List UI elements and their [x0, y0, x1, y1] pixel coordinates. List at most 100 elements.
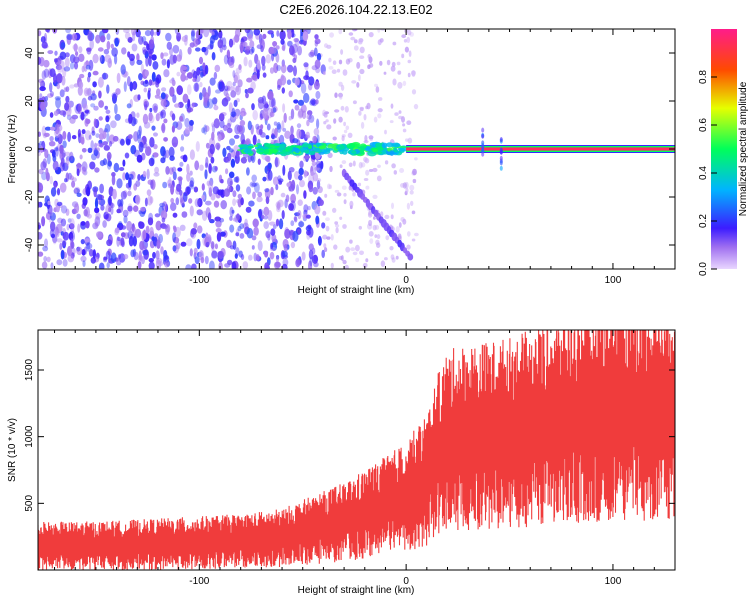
- spectrogram-cell: [294, 104, 300, 111]
- spectrogram-cell: [254, 53, 259, 64]
- spectrogram-cell: [313, 47, 318, 57]
- spectrogram-cell: [204, 64, 209, 75]
- spectrogram-cell: [49, 212, 56, 221]
- spectrogram-cell: [186, 238, 193, 247]
- spectrogram-cell: [261, 55, 266, 66]
- spectrogram-cell: [300, 82, 307, 94]
- spectrogram-cell: [194, 198, 200, 208]
- spectrogram-cell: [41, 216, 46, 227]
- spectrogram-cell: [49, 82, 53, 93]
- spectrogram-cell: [270, 186, 274, 196]
- spectrogram-cell: [330, 234, 334, 241]
- spectrogram-cell: [139, 240, 145, 251]
- spectrogram-cell: [404, 181, 409, 189]
- spectrogram-cell: [360, 162, 366, 168]
- spectrogram-cell: [112, 93, 117, 104]
- spectrogram-cell: [175, 121, 183, 130]
- spectrogram-cell: [39, 86, 46, 92]
- spectrogram-cell: [211, 31, 215, 36]
- spectrogram-cell: [338, 116, 343, 123]
- spectrogram-cell: [157, 261, 164, 267]
- spectrogram-cell: [400, 217, 405, 222]
- spectrogram-cell: [408, 50, 412, 57]
- spectrogram-cell: [271, 134, 276, 140]
- spectrogram-cell: [137, 134, 142, 144]
- spectrogram-cell: [362, 262, 368, 268]
- spectrogram-cell: [248, 59, 253, 68]
- spectrogram-cell: [147, 90, 151, 100]
- spectrogram-cell: [374, 83, 378, 88]
- spectrogram-cell: [149, 137, 155, 148]
- spectrogram-cell: [104, 105, 108, 110]
- spectrogram-cell: [98, 127, 104, 134]
- spectrogram-cell: [396, 61, 401, 66]
- spectrogram-cell: [44, 95, 49, 102]
- spectrogram-cell: [322, 210, 327, 216]
- spectrogram-cell: [172, 245, 177, 252]
- spectrogram-cell: [50, 91, 54, 97]
- spectrogram-cell: [413, 103, 419, 110]
- spectrogram-cell: [252, 72, 258, 82]
- spectrogram-cell: [412, 178, 417, 184]
- spectrogram-cell: [351, 80, 357, 84]
- spectrogram-cell: [377, 164, 381, 168]
- spectrogram-cell: [101, 72, 109, 80]
- spectrogram-cell: [308, 76, 315, 86]
- spectrogram-cell: [352, 160, 356, 167]
- spectrogram-cell: [164, 261, 170, 268]
- spectrogram-cell: [210, 193, 216, 201]
- spectrogram-cell: [40, 161, 47, 171]
- spectrogram-cell: [339, 164, 343, 168]
- spectrogram-cell: [153, 132, 158, 137]
- spectrogram-cell: [39, 93, 43, 100]
- spectrogram-cell: [137, 94, 141, 101]
- spectrogram-cell: [317, 235, 322, 246]
- spectrogram-cell: [499, 160, 503, 166]
- spectrogram-cell: [282, 127, 287, 132]
- spectrogram-cell: [85, 109, 91, 115]
- spectrogram-cell: [398, 110, 402, 114]
- spectrogram-cell: [329, 165, 333, 173]
- spectrogram-cell: [71, 180, 76, 188]
- spectrogram-cell: [225, 93, 230, 99]
- spectrogram-cell: [238, 64, 242, 71]
- spectrogram-cell: [294, 171, 300, 180]
- spectrogram-cell: [209, 77, 216, 86]
- spectrogram-cell: [60, 218, 67, 227]
- spectrogram-cell: [47, 50, 54, 55]
- spectrogram-cell: [299, 31, 304, 43]
- spectrogram-cell: [333, 118, 337, 124]
- spectrogram-cell: [402, 128, 407, 133]
- spectrogram-cell: [56, 83, 61, 90]
- spectrogram-cell: [208, 187, 212, 197]
- spectrogram-cell: [147, 195, 153, 206]
- spectrogram-cell: [186, 186, 191, 195]
- spectrogram-cell: [130, 249, 135, 258]
- spectrogram-cell: [205, 156, 209, 168]
- spectrogram-cell: [247, 147, 252, 154]
- spectrogram-cell: [80, 111, 85, 121]
- spectrogram-cell: [239, 120, 246, 127]
- spectrogram-cell: [142, 229, 147, 240]
- spectrogram-cell: [372, 224, 377, 231]
- spectrogram-cell: [244, 218, 248, 227]
- spectrogram-cell: [207, 44, 214, 50]
- spectrogram-cell: [359, 46, 365, 54]
- spectrogram-cell: [240, 254, 245, 260]
- spectrogram-cell: [378, 97, 383, 101]
- spectrogram-cell: [172, 232, 177, 243]
- spectrogram-cell: [272, 176, 280, 186]
- spectrogram-cell: [69, 175, 74, 181]
- spectrogram-cell: [153, 31, 157, 36]
- spectrogram-cell: [233, 134, 240, 139]
- spectrogram-cell: [48, 141, 56, 147]
- spectrogram-cell: [196, 67, 201, 76]
- spectrogram-cell: [61, 240, 67, 247]
- spectrogram-cell: [81, 129, 86, 135]
- spectrogram-cell: [189, 170, 193, 176]
- spectrogram-cell: [217, 189, 224, 196]
- spectrogram-cell: [68, 231, 74, 241]
- spectrogram-cell: [324, 193, 328, 198]
- spectrogram-cell: [363, 114, 367, 121]
- spectrogram-cell: [226, 127, 233, 134]
